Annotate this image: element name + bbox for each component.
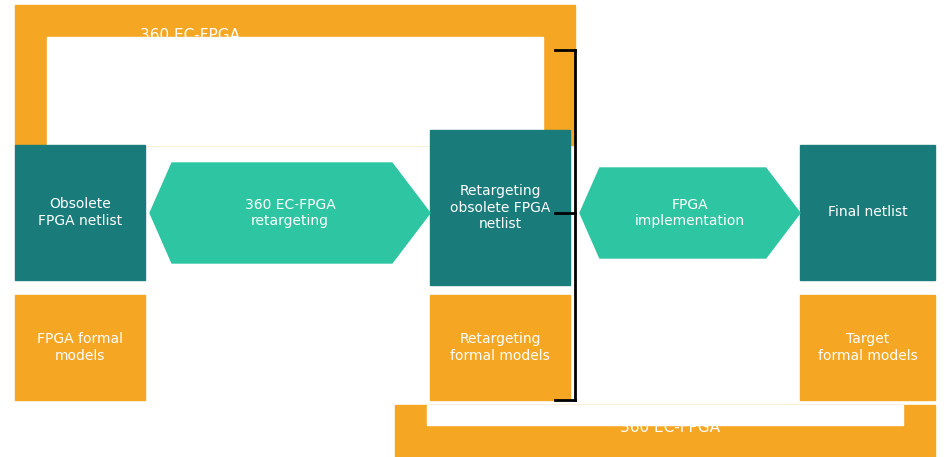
Bar: [15, 5, 575, 145]
Bar: [800, 145, 935, 280]
Text: 360 EC-FPGA
retargeting: 360 EC-FPGA retargeting: [245, 198, 335, 228]
Bar: [15, 295, 145, 400]
Polygon shape: [580, 168, 800, 258]
Text: Retargeting
formal models: Retargeting formal models: [450, 332, 550, 362]
Text: Final netlist: Final netlist: [827, 206, 907, 219]
Bar: [15, 145, 145, 280]
Text: Target
formal models: Target formal models: [818, 332, 918, 362]
Text: Retargeting
obsolete FPGA
netlist: Retargeting obsolete FPGA netlist: [449, 184, 550, 231]
Bar: [430, 130, 570, 285]
Bar: [395, 405, 935, 457]
Text: 360 EC-FPGA: 360 EC-FPGA: [140, 28, 240, 43]
Text: Obsolete
FPGA netlist: Obsolete FPGA netlist: [38, 197, 122, 228]
Bar: [427, 405, 903, 425]
Bar: [800, 295, 935, 400]
Text: FPGA formal
models: FPGA formal models: [37, 332, 123, 362]
Bar: [430, 295, 570, 400]
Text: FPGA
implementation: FPGA implementation: [635, 198, 745, 228]
Bar: [47, 37, 543, 145]
Text: 360 EC-FPGA: 360 EC-FPGA: [620, 420, 720, 435]
Polygon shape: [150, 163, 430, 263]
